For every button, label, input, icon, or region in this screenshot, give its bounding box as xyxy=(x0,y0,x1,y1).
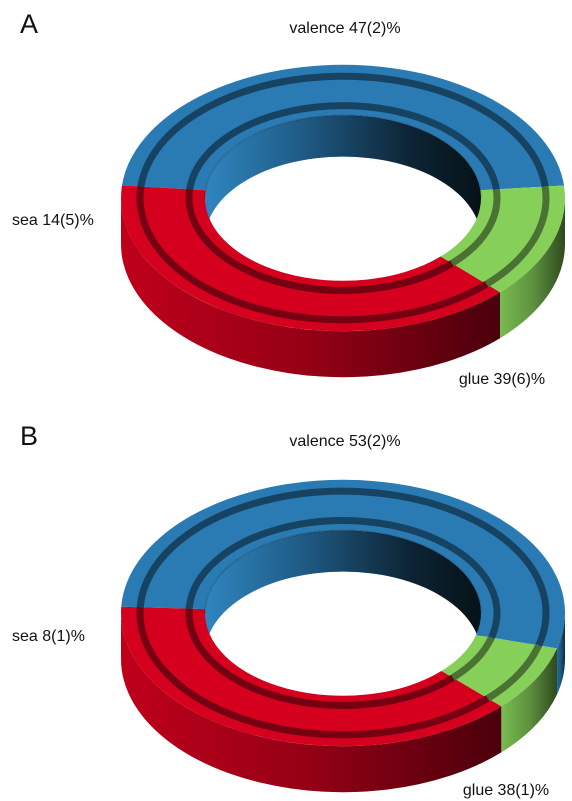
label-b-valence: valence 53(2)% xyxy=(289,433,400,450)
panel-b-letter: B xyxy=(20,421,38,451)
label-a-sea: sea 14(5)% xyxy=(12,212,94,229)
side-wall-glue xyxy=(121,613,502,793)
groove-2-sea xyxy=(450,636,495,681)
side-wall-valence xyxy=(557,613,565,695)
groove-1-glue xyxy=(136,606,490,739)
groove-1-valence xyxy=(136,487,550,647)
groove-2-valence xyxy=(185,517,501,640)
inner-wall xyxy=(205,530,481,655)
inner-wall xyxy=(205,115,481,240)
panel-b: B valence 53(2)% sea 8(1)% glue 38(1)% xyxy=(12,421,565,799)
panel-a-letter: A xyxy=(20,9,38,39)
groove-2-sea xyxy=(450,188,501,267)
inner-rim xyxy=(204,114,482,199)
inner-rim xyxy=(204,529,482,614)
groove-1-valence xyxy=(137,72,549,188)
slice-valence xyxy=(121,479,565,649)
groove-2-glue xyxy=(185,188,454,294)
slice-sea xyxy=(441,635,557,707)
ring-chart-a xyxy=(121,64,565,378)
slice-sea xyxy=(440,185,565,293)
side-wall-sea xyxy=(501,648,557,753)
label-b-glue: glue 38(1)% xyxy=(463,782,549,799)
groove-1-glue xyxy=(136,185,489,324)
side-wall-sea xyxy=(499,198,565,339)
label-a-glue: glue 39(6)% xyxy=(459,371,545,388)
ring-chart-b xyxy=(121,479,565,793)
label-a-valence: valence 47(2)% xyxy=(289,20,400,37)
label-b-sea: sea 8(1)% xyxy=(12,628,85,645)
groove-2-valence xyxy=(186,102,500,190)
groove-2-glue xyxy=(185,608,455,709)
groove-1-sea xyxy=(485,643,542,702)
groove-1-sea xyxy=(484,185,550,288)
panel-a: A valence 47(2)% sea 14(5)% glue 39(6)% xyxy=(12,9,565,388)
side-wall-glue xyxy=(121,198,500,378)
